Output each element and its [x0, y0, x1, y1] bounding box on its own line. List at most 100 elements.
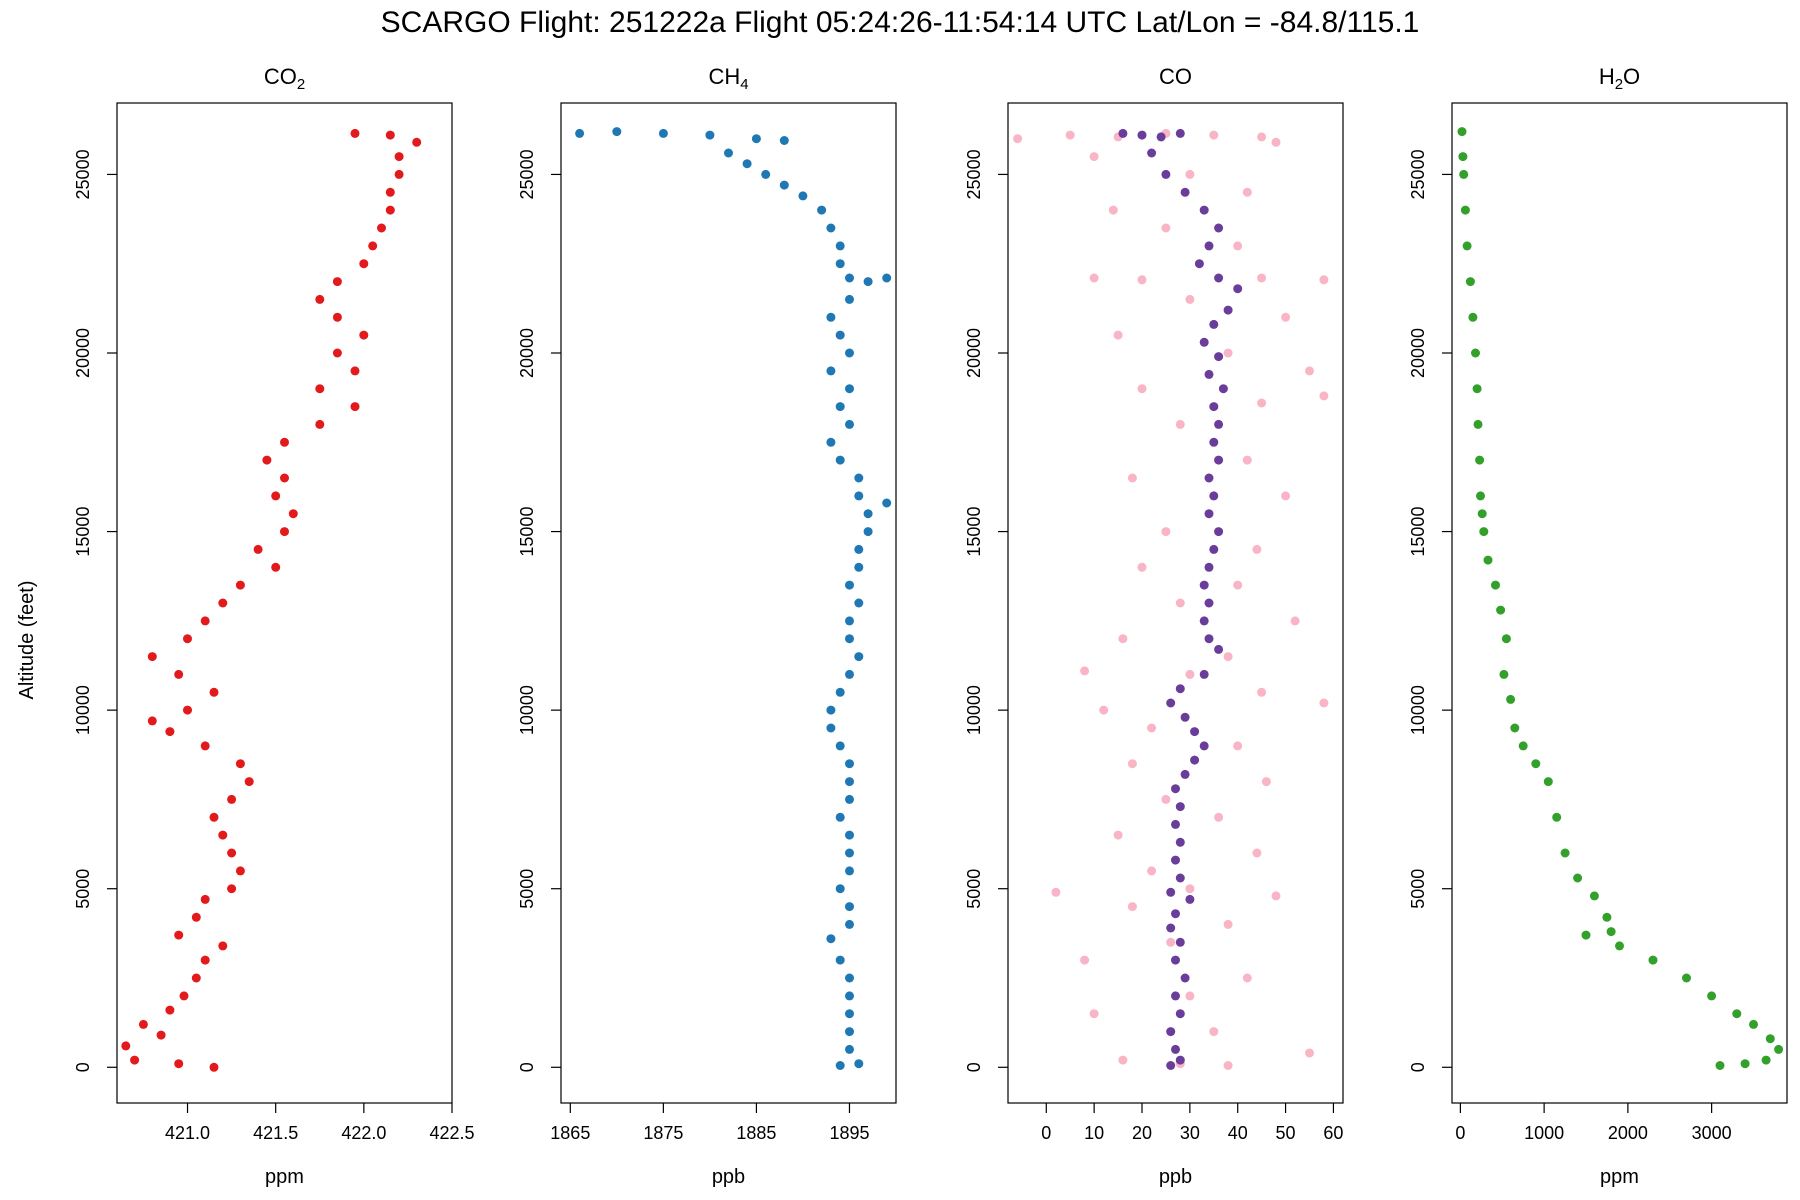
data-point	[1471, 348, 1480, 358]
data-point	[1319, 275, 1329, 285]
data-point	[1271, 137, 1281, 147]
data-point	[1180, 769, 1190, 779]
data-point	[761, 169, 771, 179]
data-point	[1476, 491, 1485, 501]
data-point	[1161, 794, 1171, 804]
x-tick-label: 421.0	[165, 1123, 210, 1143]
data-point	[1108, 205, 1118, 215]
data-point	[1214, 812, 1224, 822]
data-point	[854, 491, 864, 501]
y-tick-label: 5000	[964, 869, 984, 909]
data-point	[280, 527, 289, 537]
data-point	[1491, 580, 1500, 590]
series-1	[575, 127, 892, 1070]
y-tick-label: 15000	[73, 507, 93, 557]
data-point	[854, 652, 864, 662]
data-point	[1223, 919, 1233, 929]
data-point	[1281, 491, 1291, 501]
data-point	[1175, 128, 1185, 138]
panel-title: CH4	[708, 64, 748, 93]
data-point	[845, 1044, 854, 1054]
data-point	[1209, 319, 1219, 329]
data-point	[1147, 148, 1157, 158]
data-point	[1475, 455, 1485, 465]
data-point	[845, 348, 854, 358]
series-2	[1118, 128, 1243, 1070]
y-tick-label: 10000	[964, 685, 984, 735]
data-point	[262, 455, 272, 465]
data-point	[863, 527, 873, 537]
data-point	[779, 136, 789, 145]
data-point	[1171, 1044, 1180, 1054]
data-point	[863, 277, 873, 287]
data-point	[385, 187, 395, 197]
data-point	[1171, 855, 1180, 865]
x-tick-label: 422.0	[341, 1123, 386, 1143]
data-point	[179, 991, 189, 1001]
plot-frame	[560, 102, 897, 1104]
data-point	[1560, 848, 1570, 858]
data-point	[835, 741, 845, 751]
panel-2: CH4 1865 1875 1885 1895 0 5000 10000 15000 20000 2…	[517, 64, 897, 1188]
data-point	[845, 759, 854, 769]
data-point	[1233, 284, 1243, 294]
data-point	[1171, 955, 1180, 965]
data-point	[1774, 1044, 1784, 1054]
data-point	[156, 1030, 166, 1040]
data-point	[854, 598, 864, 608]
x-tick-label: 20	[1132, 1123, 1152, 1143]
data-point	[147, 716, 157, 726]
data-point	[1175, 598, 1185, 608]
y-tick-label: 25000	[73, 149, 93, 199]
data-point	[1204, 634, 1214, 644]
y-tick-label: 15000	[964, 507, 984, 557]
data-point	[845, 830, 854, 840]
panel-4: H2O 0 1000 2000 3000 0 5000 10000 15000 20000 2500…	[1408, 64, 1788, 1188]
data-point	[835, 330, 845, 340]
data-point	[826, 437, 836, 447]
data-point	[1214, 419, 1224, 429]
data-point	[1089, 152, 1099, 162]
data-point	[612, 127, 622, 137]
data-point	[1089, 1009, 1099, 1019]
data-point	[1166, 698, 1176, 708]
y-tick-label: 20000	[964, 328, 984, 378]
data-point	[359, 259, 369, 269]
data-point	[845, 634, 854, 644]
data-point	[1147, 723, 1157, 733]
data-point	[1175, 1009, 1185, 1019]
data-point	[724, 148, 733, 158]
data-point	[845, 777, 854, 787]
data-point	[1257, 687, 1267, 697]
data-point	[1175, 419, 1185, 429]
data-point	[1171, 784, 1180, 794]
data-point	[845, 794, 854, 804]
data-point	[1214, 223, 1224, 233]
data-point	[1194, 259, 1204, 269]
data-point	[779, 180, 789, 190]
data-point	[845, 1009, 854, 1019]
data-point	[1602, 912, 1612, 922]
y-tick-label: 25000	[517, 149, 537, 199]
data-point	[1573, 873, 1583, 883]
data-point	[350, 366, 360, 376]
data-point	[845, 669, 854, 679]
data-point	[1460, 205, 1470, 215]
data-point	[209, 1062, 219, 1072]
x-tick-label: 40	[1228, 1123, 1248, 1143]
data-point	[1740, 1059, 1750, 1069]
data-point	[1682, 973, 1691, 983]
data-point	[1518, 741, 1528, 751]
data-point	[1175, 837, 1185, 847]
data-point	[1472, 384, 1482, 394]
data-point	[1199, 616, 1209, 626]
data-point	[200, 616, 210, 626]
data-point	[1156, 132, 1166, 142]
data-point	[835, 812, 845, 822]
data-point	[845, 919, 854, 929]
data-point	[315, 419, 325, 429]
data-point	[253, 544, 263, 554]
data-point	[1499, 669, 1509, 679]
data-point	[1479, 527, 1489, 537]
